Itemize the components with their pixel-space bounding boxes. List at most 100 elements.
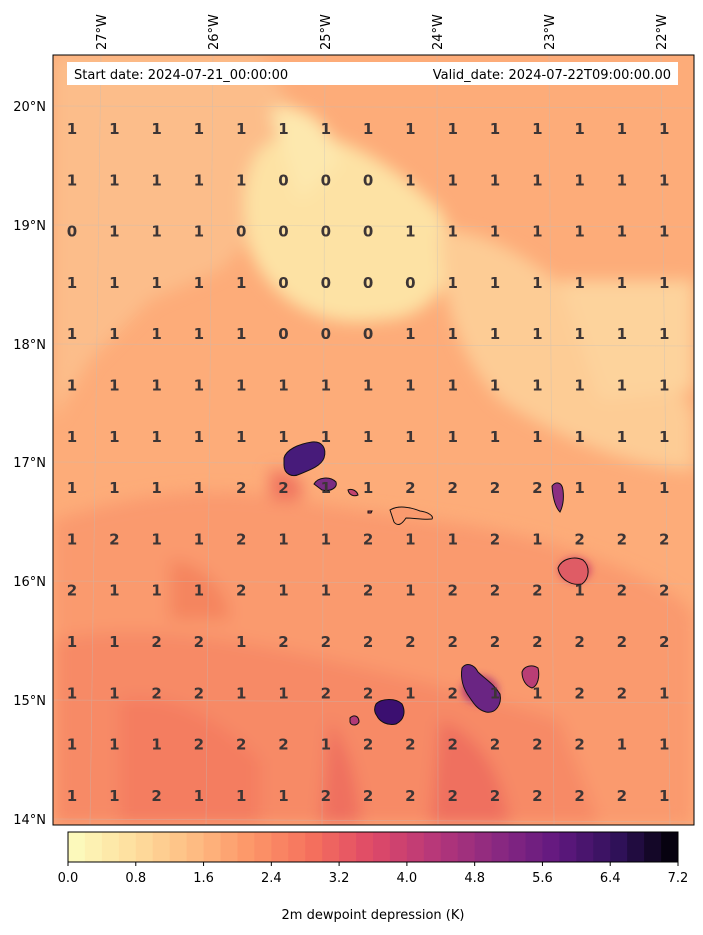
grid-value: 2 [617, 684, 627, 702]
colorbar-segments [68, 832, 679, 862]
grid-value: 1 [321, 120, 331, 138]
grid-value: 1 [194, 223, 204, 241]
grid-value: 0 [321, 223, 331, 241]
grid-value: 2 [617, 582, 627, 600]
grid-value: 1 [278, 530, 288, 548]
grid-value: 0 [363, 171, 373, 189]
grid-value: 1 [151, 223, 161, 241]
colorbar-tick-label: 1.6 [193, 871, 214, 886]
latitude-tick-label: 18°N [13, 338, 46, 353]
grid-value: 1 [659, 377, 669, 395]
grid-value: 2 [405, 479, 415, 497]
colorbar-tick-label: 0.8 [125, 871, 146, 886]
grid-value: 1 [659, 325, 669, 343]
grid-value: 1 [659, 120, 669, 138]
grid-value: 1 [109, 736, 119, 754]
colorbar-segment [339, 832, 357, 862]
colorbar-segment [322, 832, 340, 862]
grid-value: 1 [109, 582, 119, 600]
grid-value: 1 [151, 171, 161, 189]
colorbar-tick-label: 6.4 [600, 871, 621, 886]
grid-value: 1 [67, 736, 77, 754]
island-fogo [374, 699, 405, 725]
grid-value: 1 [532, 377, 542, 395]
grid-value: 2 [617, 530, 627, 548]
grid-value: 1 [405, 428, 415, 446]
colorbar-segment [491, 832, 509, 862]
grid-value: 2 [659, 633, 669, 651]
valid-date-label: Valid_date: 2024-07-22T09:00:00.00 [433, 68, 671, 83]
grid-value: 1 [109, 377, 119, 395]
grid-value: 1 [574, 223, 584, 241]
map-frame [52, 54, 695, 826]
grid-value: 1 [659, 171, 669, 189]
grid-value: 1 [532, 171, 542, 189]
grid-value: 1 [617, 120, 627, 138]
islands [283, 441, 589, 726]
grid-value: 2 [405, 787, 415, 805]
graticule [53, 55, 694, 825]
grid-value: 1 [67, 787, 77, 805]
grid-value: 1 [194, 274, 204, 292]
grid-value: 1 [109, 120, 119, 138]
grid-value: 1 [109, 274, 119, 292]
grid-value: 1 [490, 377, 500, 395]
grid-value: 1 [67, 479, 77, 497]
colorbar: 0.0 0.8 1.6 2.4 3.2 4.0 4.8 5.6 6.4 7.2 2m dewpoi… [58, 831, 688, 923]
longitude-tick-label: 23°W [543, 14, 558, 50]
grid-value: 2 [321, 787, 331, 805]
grid-value: 1 [109, 325, 119, 343]
latitude-tick-label: 20°N [13, 100, 46, 115]
grid-value: 1 [363, 428, 373, 446]
grid-value: 1 [194, 325, 204, 343]
grid-value: 1 [617, 377, 627, 395]
colorbar-segment [186, 832, 204, 862]
colorbar-tick-label: 0.0 [58, 871, 79, 886]
colorbar-ticks: 0.0 0.8 1.6 2.4 3.2 4.0 4.8 5.6 6.4 7.2 [58, 862, 688, 886]
grid-value: 1 [405, 120, 415, 138]
grid-value: 0 [278, 171, 288, 189]
grid-value: 1 [109, 428, 119, 446]
grid-value: 2 [490, 530, 500, 548]
grid-value: 1 [151, 479, 161, 497]
latitude-tick-label: 17°N [13, 456, 46, 471]
grid-value: 1 [151, 120, 161, 138]
grid-value: 2 [532, 633, 542, 651]
colorbar-segment [203, 832, 221, 862]
grid-value: 1 [659, 684, 669, 702]
grid-value: 1 [447, 171, 457, 189]
grid-value: 2 [236, 479, 246, 497]
colorbar-segment [169, 832, 188, 862]
grid-value: 1 [236, 787, 246, 805]
grid-value: 1 [532, 223, 542, 241]
island-sao-nicolau [389, 506, 433, 526]
grid-value: 1 [532, 274, 542, 292]
grid-value: 1 [405, 377, 415, 395]
grid-value: 1 [363, 120, 373, 138]
grid-value: 2 [194, 736, 204, 754]
grid-value: 1 [67, 325, 77, 343]
grid-value: 2 [236, 530, 246, 548]
grid-value: 1 [236, 428, 246, 446]
grid-value: 1 [405, 171, 415, 189]
grid-value: 1 [363, 377, 373, 395]
longitude-tick-label: 24°W [431, 14, 446, 50]
grid-value: 1 [405, 223, 415, 241]
grid-value: 0 [363, 223, 373, 241]
grid-value: 1 [447, 530, 457, 548]
grid-value: 1 [405, 684, 415, 702]
island-boa-vista [557, 557, 589, 585]
colorbar-segment [101, 832, 120, 862]
colorbar-segment [68, 832, 86, 862]
grid-value: 1 [321, 377, 331, 395]
colorbar-segment [627, 832, 645, 862]
grid-value: 1 [109, 787, 119, 805]
grid-value: 0 [405, 274, 415, 292]
grid-value: 1 [151, 325, 161, 343]
grid-value: 0 [363, 274, 373, 292]
colorbar-tick-label: 3.2 [329, 871, 350, 886]
grid-value: 1 [109, 684, 119, 702]
grid-value: 1 [151, 428, 161, 446]
grid-value: 2 [405, 633, 415, 651]
